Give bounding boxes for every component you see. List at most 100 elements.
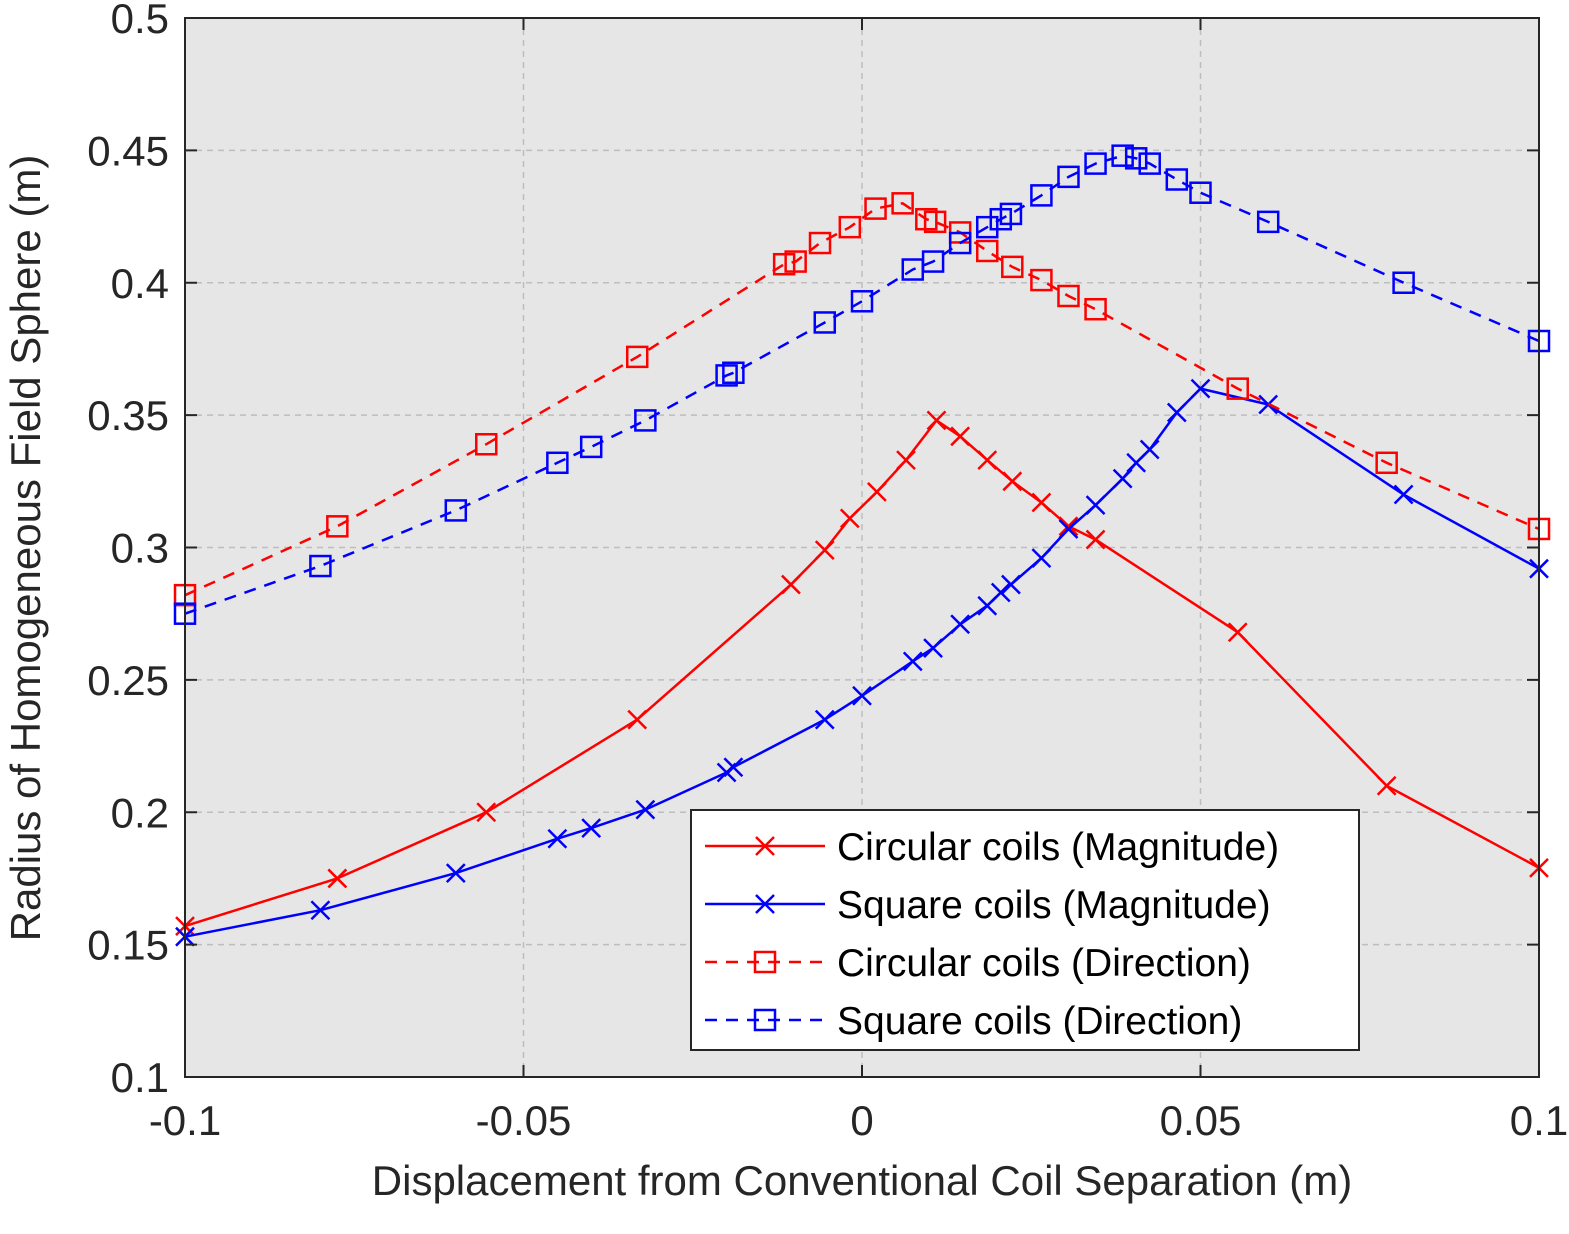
data-point — [581, 818, 602, 839]
data-point — [1139, 439, 1160, 460]
data-point — [772, 252, 796, 276]
data-point — [1190, 378, 1211, 399]
data-point — [1084, 152, 1107, 175]
x-tick-label: 0.1 — [1510, 1097, 1568, 1144]
data-point — [1030, 184, 1053, 207]
data-point — [753, 950, 777, 974]
y-tick-label: 0.4 — [111, 260, 169, 307]
marker-stroke — [1085, 495, 1106, 516]
marker-stroke — [755, 894, 775, 914]
marker-stroke — [1112, 468, 1133, 489]
data-point — [1256, 210, 1280, 234]
data-point — [999, 202, 1023, 226]
data-point — [755, 894, 775, 914]
marker-stroke — [1002, 471, 1023, 492]
data-point — [625, 345, 649, 369]
data-point — [1058, 519, 1079, 539]
marker-stroke — [445, 863, 466, 884]
data-point — [1031, 548, 1052, 568]
marker-stroke — [723, 757, 744, 778]
y-tick-label: 0.1 — [111, 1054, 169, 1101]
data-point — [546, 451, 569, 475]
marker-stroke — [867, 482, 887, 502]
data-point — [579, 435, 603, 459]
data-point — [1030, 268, 1053, 292]
data-point — [1085, 495, 1106, 516]
marker-stroke — [950, 426, 971, 447]
marker-stroke — [476, 802, 497, 823]
data-point — [896, 450, 916, 471]
marker-stroke — [1058, 519, 1079, 539]
marker-stroke — [1393, 484, 1414, 505]
data-point — [867, 482, 887, 502]
legend-box — [690, 809, 1360, 1051]
y-tick-label: 0.35 — [87, 392, 169, 439]
marker-stroke — [1166, 402, 1187, 423]
marker-stroke — [547, 828, 568, 849]
legend-entry: Circular coils (Magnitude) — [705, 826, 1279, 869]
y-tick-label: 0.5 — [111, 0, 169, 42]
marker-stroke — [852, 685, 872, 706]
marker-stroke — [1085, 529, 1106, 550]
data-point — [784, 250, 807, 273]
marker-stroke — [635, 799, 656, 820]
data-point — [839, 508, 860, 529]
marker-stroke — [581, 818, 602, 839]
data-point — [1031, 492, 1052, 513]
data-point — [1001, 255, 1024, 279]
data-point — [1001, 574, 1021, 595]
data-point — [921, 250, 945, 273]
data-point — [1057, 284, 1080, 308]
marker-stroke — [781, 574, 801, 595]
data-point — [723, 757, 744, 778]
y-tick-label: 0.3 — [111, 525, 169, 572]
data-point — [1166, 402, 1187, 423]
data-point — [445, 863, 466, 884]
data-point — [1376, 775, 1397, 796]
x-tick-label: -0.1 — [149, 1097, 221, 1144]
marker-stroke — [923, 638, 943, 658]
data-point — [1112, 468, 1133, 489]
x-tick-label: 0 — [850, 1097, 873, 1144]
x-tick-label: 0.05 — [1160, 1097, 1242, 1144]
y-tick-label: 0.15 — [87, 922, 169, 969]
marker-stroke — [839, 508, 860, 529]
x-tick-label: -0.05 — [476, 1097, 572, 1144]
marker-stroke — [627, 709, 648, 730]
data-point — [476, 802, 497, 823]
marker-stroke — [1001, 574, 1021, 595]
legend: Circular coils (Magnitude) Square coils (… — [690, 809, 1360, 1051]
data-point — [309, 554, 332, 578]
data-point — [814, 540, 835, 561]
marker-stroke — [1139, 439, 1160, 460]
data-point — [950, 426, 971, 447]
data-point — [838, 215, 862, 239]
data-point — [1393, 484, 1414, 505]
data-point — [977, 450, 998, 471]
data-point — [1002, 471, 1023, 492]
data-point — [902, 651, 923, 672]
data-point — [814, 709, 835, 730]
marker-stroke — [814, 540, 835, 561]
legend-label: Square coils (Direction) — [837, 1000, 1242, 1043]
marker-stroke — [950, 614, 971, 635]
data-point — [975, 239, 999, 263]
x-axis-label: Displacement from Conventional Coil Sepa… — [372, 1157, 1352, 1204]
data-point — [327, 868, 348, 889]
data-point — [808, 231, 832, 255]
marker-stroke — [310, 900, 331, 921]
marker-stroke — [755, 836, 775, 856]
legend-label: Circular coils (Magnitude) — [837, 826, 1279, 869]
data-point — [990, 582, 1011, 603]
data-point — [722, 361, 745, 385]
data-point — [444, 499, 468, 522]
legend-entry: Square coils (Magnitude) — [705, 884, 1271, 927]
axis-ticks: -0.1 -0.05 0 0.05 0.1 0.1 0.15 0.2 0.25 0.3 0.35 0.… — [87, 0, 1568, 1144]
data-point — [975, 215, 999, 239]
series-4 — [173, 144, 1551, 625]
legend-label: Square coils (Magnitude) — [837, 884, 1271, 927]
data-point — [1111, 144, 1134, 167]
data-point — [1084, 297, 1107, 321]
data-point — [627, 709, 648, 730]
marker-stroke — [977, 450, 998, 471]
